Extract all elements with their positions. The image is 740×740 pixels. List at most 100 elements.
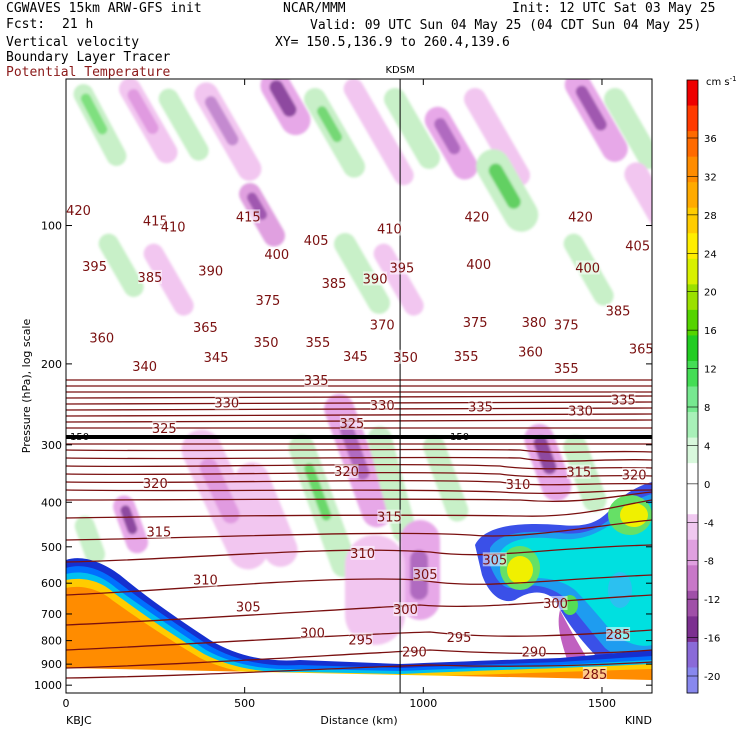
theta-label: 400: [575, 261, 600, 276]
theta-label: 335: [611, 393, 636, 408]
theta-label: 330: [568, 405, 593, 420]
theta-label-bg: [264, 247, 289, 262]
theta-label: 310: [506, 478, 531, 493]
colorbar-swatch: [687, 590, 698, 617]
theta-label-bg: [389, 260, 414, 275]
xy-coordinates: XY= 150.5,136.9 to 260.4,139.6: [275, 35, 510, 50]
colorbar-label: -16: [704, 634, 720, 645]
theta-label: 340: [132, 360, 157, 375]
org-label: NCAR/MMM: [283, 1, 346, 16]
theta-label-bg: [402, 644, 427, 659]
theta-label: 375: [463, 316, 488, 331]
theta-label-bg: [304, 373, 329, 388]
colorbar-label: -20: [704, 672, 720, 683]
forecast-hours: 21 h: [62, 17, 94, 32]
theta-label-bg: [568, 209, 593, 224]
tropopause-label-mid: 150: [450, 432, 469, 443]
theta-label-bg: [568, 403, 593, 418]
marker-station-label: KDSM: [385, 65, 414, 76]
colorbar-label: 12: [704, 365, 717, 376]
theta-label-bg: [146, 524, 171, 539]
colorbar-label: 36: [704, 134, 717, 145]
theta-label-bg: [236, 599, 261, 614]
y-tick-label: 100: [41, 220, 62, 233]
theta-label: 300: [300, 626, 325, 641]
theta-label: 290: [522, 645, 547, 660]
colorbar-label: 8: [704, 403, 710, 414]
colorbar-swatch: [687, 182, 698, 209]
y-tick-label: 700: [41, 608, 62, 621]
theta-label: 305: [236, 601, 261, 616]
theta-label: 365: [629, 342, 654, 357]
colorbar-label: 16: [704, 326, 717, 337]
theta-label: 355: [305, 336, 330, 351]
theta-label: 300: [393, 603, 418, 618]
colorbar-label: 24: [704, 249, 717, 260]
theta-label-bg: [606, 303, 631, 318]
theta-label: 345: [204, 351, 229, 366]
colorbar-swatch: [687, 667, 698, 694]
theta-label-bg: [348, 632, 373, 647]
theta-label: 330: [214, 397, 239, 412]
colorbar-swatch: [687, 386, 698, 413]
theta-label: 315: [377, 511, 402, 526]
colorbar-swatch: [687, 233, 698, 260]
model-title: CGWAVES 15km ARW-GFS init: [6, 1, 202, 16]
theta-label: 285: [606, 628, 631, 643]
tropopause-label-left: 150: [70, 432, 89, 443]
theta-label-bg: [321, 275, 346, 290]
x-axis: 0 500 1000 1500: [63, 79, 616, 710]
colorbar-swatch: [687, 565, 698, 592]
theta-label: 285: [582, 668, 607, 683]
theta-label-bg: [305, 334, 330, 349]
theta-label: 375: [554, 318, 579, 333]
theta-label-bg: [370, 317, 395, 332]
x-tick-label: 500: [234, 697, 255, 710]
theta-label-bg: [466, 257, 491, 272]
y-tick-label: 900: [41, 658, 62, 671]
colorbar-swatch: [687, 105, 698, 132]
theta-label: 385: [606, 305, 631, 320]
x-tick-label: 0: [63, 697, 70, 710]
theta-label-bg: [370, 398, 395, 413]
field-boundary-layer-tracer: Boundary Layer Tracer: [6, 50, 171, 65]
theta-label-bg: [236, 209, 261, 224]
theta-label: 385: [322, 277, 347, 292]
theta-label-bg: [198, 263, 223, 278]
theta-label: 410: [377, 222, 402, 237]
theta-label-bg: [304, 232, 329, 247]
theta-label-bg: [343, 348, 368, 363]
theta-label: 355: [454, 350, 479, 365]
theta-label: 420: [465, 210, 490, 225]
theta-label: 390: [363, 272, 388, 287]
theta-label-bg: [363, 271, 388, 286]
theta-label-bg: [506, 477, 531, 492]
colorbar-swatch: [687, 156, 698, 183]
theta-label-bg: [137, 269, 162, 284]
theta-label: 290: [402, 646, 427, 661]
y-tick-label: 300: [41, 439, 62, 452]
y-tick-label: 800: [41, 635, 62, 648]
theta-label: 305: [413, 568, 438, 583]
colorbar-swatch: [687, 207, 698, 234]
theta-label-bg: [334, 464, 359, 479]
theta-label: 295: [447, 631, 472, 646]
theta-label: 360: [89, 331, 114, 346]
theta-label: 320: [143, 477, 168, 492]
colorbar-swatch: [687, 437, 698, 464]
colorbar-swatch: [687, 463, 698, 490]
theta-label-bg: [300, 625, 325, 640]
theta-label-bg: [468, 399, 493, 414]
theta-label: 310: [350, 547, 375, 562]
theta-label-bg: [82, 258, 107, 273]
theta-label-bg: [575, 260, 600, 275]
theta-label-bg: [522, 644, 547, 659]
theta-label: 320: [622, 469, 647, 484]
theta-label: 395: [82, 260, 107, 275]
theta-label-bg: [393, 602, 418, 617]
theta-label-bg: [161, 219, 186, 234]
theta-label-bg: [518, 344, 543, 359]
theta-label: 300: [543, 597, 568, 612]
y-tick-label: 500: [41, 541, 62, 554]
